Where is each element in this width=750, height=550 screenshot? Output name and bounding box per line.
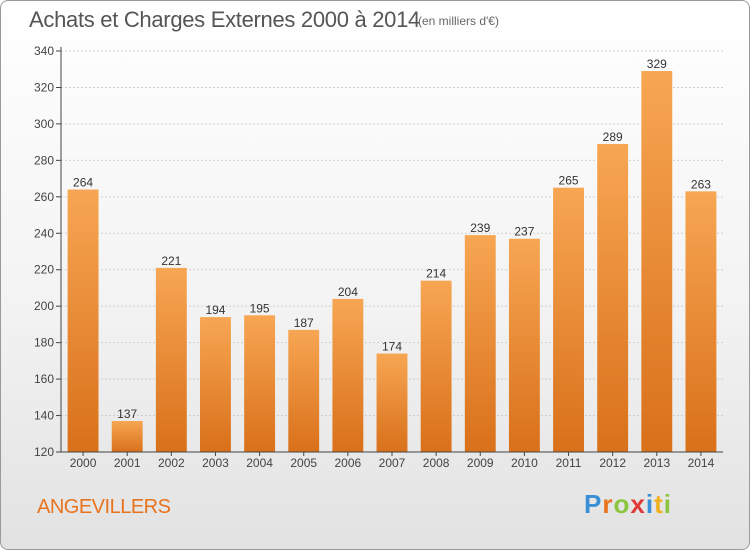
x-tick-label: 2000 xyxy=(70,456,97,470)
y-tick-label: 280 xyxy=(34,153,54,167)
x-tick-label: 2001 xyxy=(114,456,141,470)
value-label: 195 xyxy=(250,301,270,315)
value-label: 214 xyxy=(426,267,446,281)
bar-chart: 264 137 221 194 195 187 204 174 214 239 237 265 289 3… xyxy=(1,1,750,550)
x-tick-label: 2007 xyxy=(379,456,406,470)
bar-2011 xyxy=(553,188,584,452)
logo-letter: i xyxy=(646,489,654,520)
bar-2014 xyxy=(685,191,716,452)
bar-2006 xyxy=(332,299,363,452)
x-tick-label: 2003 xyxy=(202,456,229,470)
x-tick-label: 2009 xyxy=(467,456,494,470)
value-label: 194 xyxy=(205,303,225,317)
y-tick-label: 340 xyxy=(34,44,54,58)
value-label: 174 xyxy=(382,340,402,354)
x-tick-label: 2010 xyxy=(511,456,538,470)
y-tick-label: 200 xyxy=(34,299,54,313)
y-tick-label: 160 xyxy=(34,372,54,386)
y-tick-label: 140 xyxy=(34,409,54,423)
bar-2007 xyxy=(377,354,408,452)
bar-2008 xyxy=(421,281,452,452)
bar-2010 xyxy=(509,239,540,452)
bar-2003 xyxy=(200,317,231,452)
x-tick-label: 2012 xyxy=(599,456,626,470)
proxiti-logo: Proxiti xyxy=(584,489,672,520)
value-label: 221 xyxy=(161,254,181,268)
bar-2013 xyxy=(641,71,672,452)
x-tick-label: 2004 xyxy=(246,456,273,470)
y-tick-label: 180 xyxy=(34,336,54,350)
value-label: 204 xyxy=(338,285,358,299)
logo-letter: t xyxy=(654,489,664,520)
logo-letter: i xyxy=(664,489,672,520)
logo-letter: x xyxy=(630,489,645,520)
value-label: 187 xyxy=(294,316,314,330)
y-tick-label: 120 xyxy=(34,445,54,459)
value-label: 264 xyxy=(73,176,93,190)
bar-2000 xyxy=(68,190,99,452)
y-tick-label: 260 xyxy=(34,190,54,204)
chart-frame: Achats et Charges Externes 2000 à 2014 (… xyxy=(0,0,750,550)
y-tick-label: 240 xyxy=(34,226,54,240)
logo-letter: r xyxy=(602,489,613,520)
logo-letter: o xyxy=(613,489,630,520)
city-name: ANGEVILLERS xyxy=(37,496,170,519)
x-tick-label: 2008 xyxy=(423,456,450,470)
x-tick-label: 2005 xyxy=(290,456,317,470)
value-label: 329 xyxy=(647,57,667,71)
value-label: 137 xyxy=(117,407,137,421)
bar-2004 xyxy=(244,315,275,452)
x-tick-label: 2013 xyxy=(643,456,670,470)
bar-2009 xyxy=(465,235,496,452)
value-label: 289 xyxy=(603,130,623,144)
value-label: 263 xyxy=(691,177,711,191)
logo-letter: P xyxy=(584,489,602,520)
bar-2012 xyxy=(597,144,628,452)
bar-2005 xyxy=(288,330,319,452)
x-tick-label: 2014 xyxy=(688,456,715,470)
x-tick-label: 2011 xyxy=(556,456,582,470)
y-tick-label: 220 xyxy=(34,263,54,277)
y-tick-label: 300 xyxy=(34,117,54,131)
bar-2001 xyxy=(112,421,143,452)
x-tick-label: 2002 xyxy=(158,456,185,470)
value-label: 239 xyxy=(470,221,490,235)
value-label: 265 xyxy=(559,174,579,188)
bar-2002 xyxy=(156,268,187,452)
y-tick-label: 320 xyxy=(34,80,54,94)
x-tick-label: 2006 xyxy=(335,456,362,470)
value-label: 237 xyxy=(514,225,534,239)
